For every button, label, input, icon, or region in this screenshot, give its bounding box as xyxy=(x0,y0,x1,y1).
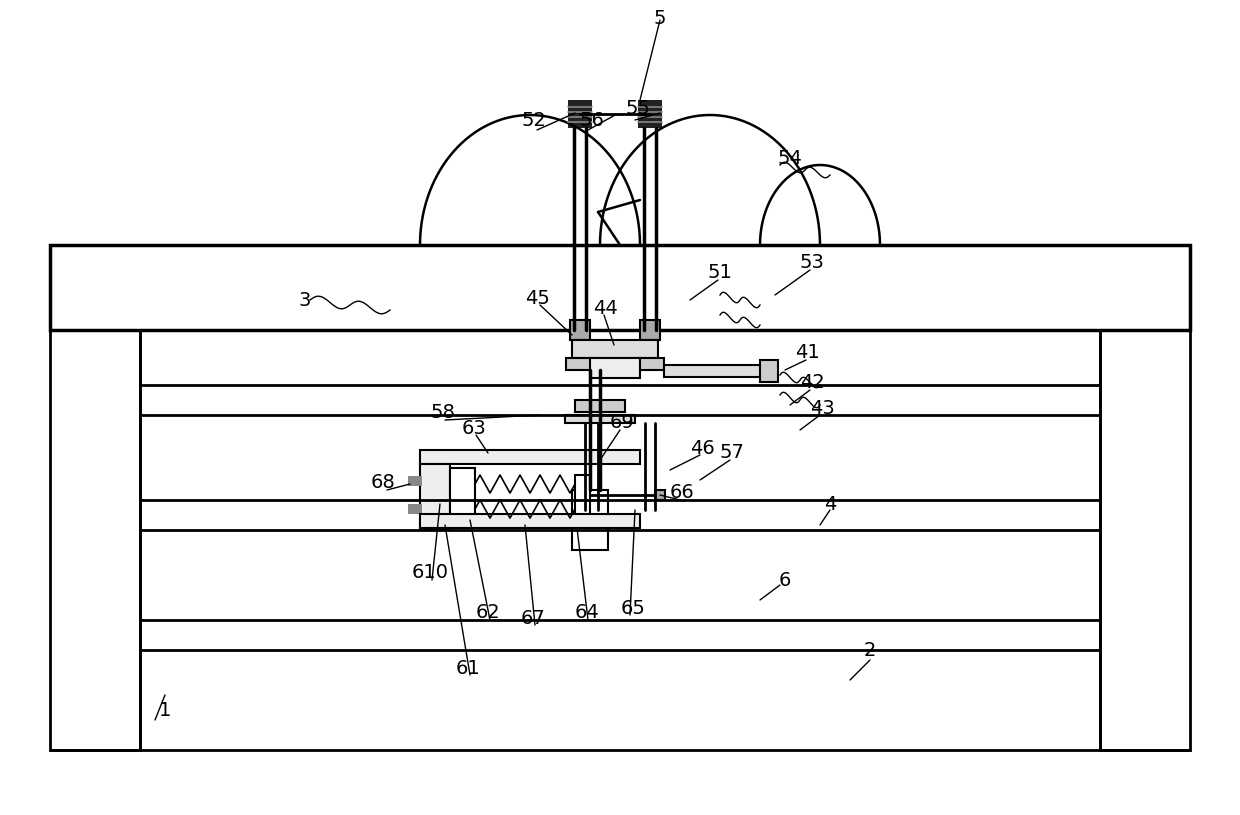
Text: 53: 53 xyxy=(800,253,825,272)
Bar xyxy=(570,320,590,340)
Text: 58: 58 xyxy=(430,403,455,422)
Bar xyxy=(572,340,658,358)
Bar xyxy=(575,400,625,412)
Bar xyxy=(50,330,140,750)
Bar xyxy=(420,464,450,529)
Text: 56: 56 xyxy=(579,111,604,130)
Text: 62: 62 xyxy=(476,603,501,623)
Text: 51: 51 xyxy=(708,262,733,281)
Bar xyxy=(639,100,662,128)
Text: 5: 5 xyxy=(653,8,666,28)
Text: 46: 46 xyxy=(689,438,714,457)
Bar xyxy=(408,504,422,514)
Bar xyxy=(450,468,475,523)
Text: 6: 6 xyxy=(779,570,791,589)
Bar xyxy=(590,358,640,378)
Text: 41: 41 xyxy=(795,343,820,363)
Text: 68: 68 xyxy=(371,474,396,492)
Bar xyxy=(572,490,608,550)
Text: 42: 42 xyxy=(800,373,825,393)
Bar xyxy=(568,100,591,128)
Text: 45: 45 xyxy=(525,289,549,307)
Bar xyxy=(575,475,590,520)
Text: 3: 3 xyxy=(299,290,311,310)
Text: 2: 2 xyxy=(864,641,877,659)
Text: 44: 44 xyxy=(593,298,618,318)
Bar xyxy=(760,360,777,382)
Text: 54: 54 xyxy=(777,148,802,168)
Bar xyxy=(565,415,635,423)
Text: 43: 43 xyxy=(810,399,835,417)
Bar xyxy=(50,245,1190,330)
Text: 66: 66 xyxy=(670,483,694,503)
Bar xyxy=(640,320,660,340)
Text: 4: 4 xyxy=(823,496,836,514)
Text: 69: 69 xyxy=(610,413,635,433)
Bar xyxy=(420,450,640,464)
Bar xyxy=(565,358,594,370)
Text: 64: 64 xyxy=(574,603,599,623)
Text: 57: 57 xyxy=(719,443,744,462)
Text: 52: 52 xyxy=(522,111,547,130)
Text: 1: 1 xyxy=(159,701,171,720)
Text: 55: 55 xyxy=(625,99,651,117)
Bar xyxy=(663,365,764,377)
Bar xyxy=(636,358,663,370)
Bar xyxy=(655,490,665,500)
Bar xyxy=(420,514,640,528)
Text: 63: 63 xyxy=(461,418,486,438)
Text: 67: 67 xyxy=(521,609,546,628)
Text: 61: 61 xyxy=(455,659,480,677)
Bar xyxy=(1100,330,1190,750)
Text: 65: 65 xyxy=(620,598,646,618)
Text: 610: 610 xyxy=(412,563,449,583)
Bar xyxy=(408,476,422,486)
